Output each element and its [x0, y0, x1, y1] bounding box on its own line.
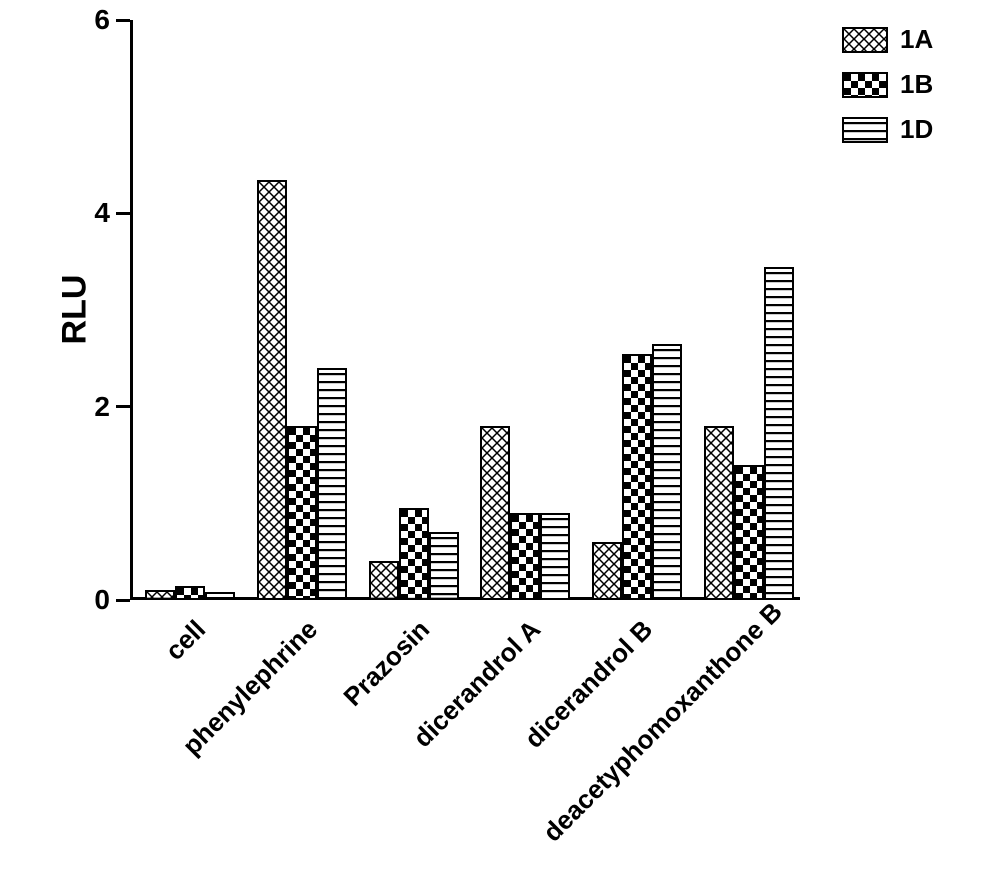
- bar: [652, 344, 682, 600]
- bar: [704, 426, 734, 600]
- y-tick-mark: [116, 19, 130, 22]
- legend-item: 1B: [842, 69, 933, 100]
- chart-stage: RLU 1A1B1D 0246 cellphenylephrinePrazosi…: [0, 0, 1000, 877]
- y-tick-mark: [116, 212, 130, 215]
- bar: [205, 592, 235, 600]
- legend-swatch: [842, 72, 888, 98]
- y-tick-label: 6: [76, 4, 110, 36]
- y-tick-label: 0: [76, 584, 110, 616]
- bar: [510, 513, 540, 600]
- bar: [480, 426, 510, 600]
- y-tick-label: 4: [76, 197, 110, 229]
- bar: [622, 354, 652, 601]
- legend-item: 1A: [842, 24, 933, 55]
- bar: [145, 590, 175, 600]
- bar: [399, 508, 429, 600]
- bar: [369, 561, 399, 600]
- bar: [287, 426, 317, 600]
- legend-swatch: [842, 117, 888, 143]
- bar: [764, 267, 794, 601]
- y-axis-label: RLU: [56, 260, 95, 360]
- bar: [175, 586, 205, 601]
- bar: [429, 532, 459, 600]
- legend-item: 1D: [842, 114, 933, 145]
- bar: [317, 368, 347, 600]
- legend-label: 1B: [900, 69, 933, 100]
- bars-layer: [130, 20, 800, 600]
- bar: [540, 513, 570, 600]
- y-tick-mark: [116, 405, 130, 408]
- bar: [257, 180, 287, 601]
- y-tick-mark: [116, 599, 130, 602]
- legend-swatch: [842, 27, 888, 53]
- bar: [734, 465, 764, 600]
- legend: 1A 1B 1D: [842, 24, 933, 159]
- legend-label: 1D: [900, 114, 933, 145]
- y-tick-label: 2: [76, 391, 110, 423]
- bar: [592, 542, 622, 600]
- legend-label: 1A: [900, 24, 933, 55]
- plot-area: [130, 20, 800, 600]
